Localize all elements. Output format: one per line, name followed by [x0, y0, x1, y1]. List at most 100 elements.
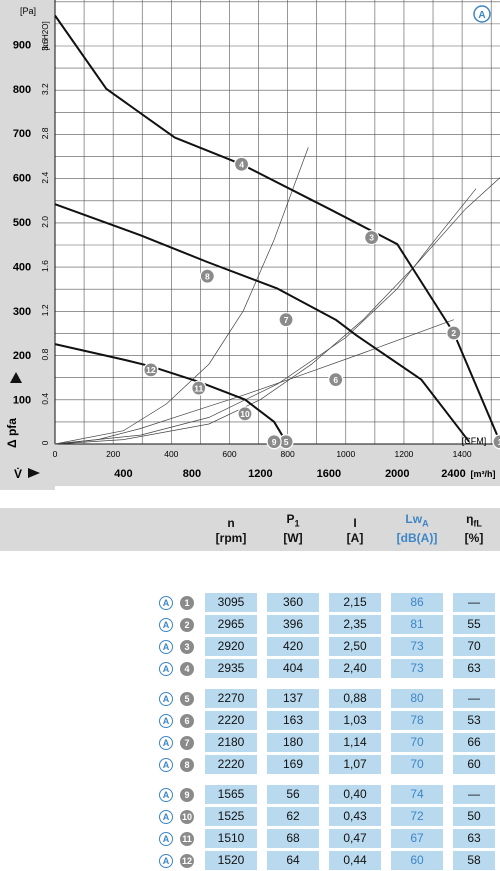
- config-badge-icon: A: [159, 661, 173, 676]
- y-tick-label-inh2o: 2.0: [40, 216, 50, 228]
- header-speed: n [rpm]: [200, 508, 262, 552]
- config-badge-icon: A: [159, 853, 173, 868]
- header-sound-unit: [dB(A)]: [396, 531, 438, 546]
- efficiency-value: 63: [453, 828, 495, 848]
- header-power: P1 [W]: [262, 508, 324, 552]
- point-number-badge: 6: [180, 713, 194, 728]
- y-tick-label-pa: 600: [13, 173, 31, 185]
- power-cell: 68: [262, 827, 324, 849]
- sound-cell: 70: [386, 753, 448, 775]
- current-value: 0,47: [329, 828, 381, 848]
- power-cell: 396: [262, 613, 324, 635]
- config-badge-icon: A: [159, 713, 173, 728]
- efficiency-value: 50: [453, 806, 495, 826]
- current-cell: 1,14: [324, 731, 386, 753]
- sound-cell: 67: [386, 827, 448, 849]
- y-tick-label-pa: 400: [13, 261, 31, 273]
- efficiency-cell: —: [448, 783, 500, 805]
- header-current-unit: [A]: [346, 531, 364, 546]
- operating-point-label: 7: [284, 315, 289, 325]
- current-value: 0,88: [329, 688, 381, 708]
- header-sound-sub: A: [422, 518, 429, 529]
- x-tick-label-m3h: 1600: [317, 468, 341, 480]
- header-speed-label: n: [227, 516, 235, 531]
- grid: [54, 0, 500, 445]
- config-badge-icon: [473, 5, 491, 23]
- efficiency-value: 63: [453, 658, 495, 678]
- point-number-badge: 5: [180, 691, 194, 706]
- x-tick-label-cfm: 1200: [394, 449, 413, 459]
- y-tick-label-inh2o: 3.6: [40, 39, 50, 51]
- current-value: 2,15: [329, 592, 381, 612]
- current-cell: 2,35: [324, 613, 386, 635]
- table-row: A 7 2180 180 1,14 70 66: [0, 731, 500, 753]
- speed-value: 2920: [205, 636, 257, 656]
- speed-cell: 2270: [200, 687, 262, 709]
- y-tick-label-inh2o: 0.4: [40, 393, 50, 405]
- speed-value: 2220: [205, 710, 257, 730]
- operating-point-label: 1: [498, 437, 500, 447]
- operating-lines: [54, 147, 500, 445]
- operating-line: [54, 177, 500, 445]
- point-number-badge: 12: [180, 853, 194, 868]
- operating-point-marker: [364, 229, 380, 246]
- config-badge-icon: A: [159, 595, 173, 610]
- y-tick-label-inh2o: 3.2: [40, 83, 50, 95]
- power-value: 163: [267, 710, 319, 730]
- y-tick-label-inh2o: 2.8: [40, 127, 50, 139]
- efficiency-value: 60: [453, 754, 495, 774]
- power-value: 56: [267, 784, 319, 804]
- current-cell: 2,50: [324, 635, 386, 657]
- y-tick-label-pa: 300: [13, 306, 31, 318]
- config-badge-icon: A: [159, 787, 173, 802]
- y-tick-label-pa: 700: [13, 128, 31, 140]
- speed-cell: 1565: [200, 783, 262, 805]
- plot-area: [55, 0, 500, 444]
- operating-point-marker: [278, 312, 294, 328]
- efficiency-cell: —: [448, 591, 500, 613]
- speed-value: 1565: [205, 784, 257, 804]
- row-gap-cell: [0, 679, 500, 687]
- header-speed-unit: [rpm]: [215, 531, 247, 546]
- speed-cell: 1510: [200, 827, 262, 849]
- row-id-cell: A 11: [0, 827, 200, 849]
- row-gap-cell: [0, 551, 500, 591]
- power-cell: 56: [262, 783, 324, 805]
- point-number-badge: 10: [180, 809, 194, 824]
- point-number-badge: 1: [180, 595, 194, 610]
- operating-point-label: 12: [146, 365, 156, 375]
- efficiency-cell: 58: [448, 849, 500, 871]
- sound-value: 78: [391, 710, 443, 730]
- y-axis-arrow: [10, 372, 22, 383]
- table-row: A 11 1510 68 0,47 67 63: [0, 827, 500, 849]
- speed-value: 1525: [205, 806, 257, 826]
- current-cell: 0,44: [324, 849, 386, 871]
- efficiency-value: —: [453, 592, 495, 612]
- point-number-badge: 8: [180, 757, 194, 772]
- point-number-badge: 9: [180, 787, 194, 802]
- table-row: A 12 1520 64 0,44 60 58: [0, 849, 500, 871]
- config-badge-icon: A: [159, 809, 173, 824]
- power-value: 180: [267, 732, 319, 752]
- x-tick-label-m3h: 2000: [385, 468, 409, 480]
- x-tick-label-cfm: 400: [164, 449, 178, 459]
- operating-line: [54, 147, 309, 445]
- sound-value: 86: [391, 592, 443, 612]
- power-cell: 62: [262, 805, 324, 827]
- axis-ticks: 10020030040050060070080090000.40.81.21.6…: [13, 39, 472, 480]
- current-value: 0,43: [329, 806, 381, 826]
- sound-cell: 72: [386, 805, 448, 827]
- power-cell: 420: [262, 635, 324, 657]
- y-tick-label-pa: 100: [13, 395, 31, 407]
- config-badge-icon: A: [159, 831, 173, 846]
- speed-cell: 2935: [200, 657, 262, 679]
- power-cell: 64: [262, 849, 324, 871]
- sound-value: 72: [391, 806, 443, 826]
- current-cell: 1,07: [324, 753, 386, 775]
- speed-value: 2220: [205, 754, 257, 774]
- table-header-row: n [rpm] P1 [W] I [A] LwA [dB(A)] ηfL [%]: [0, 508, 500, 552]
